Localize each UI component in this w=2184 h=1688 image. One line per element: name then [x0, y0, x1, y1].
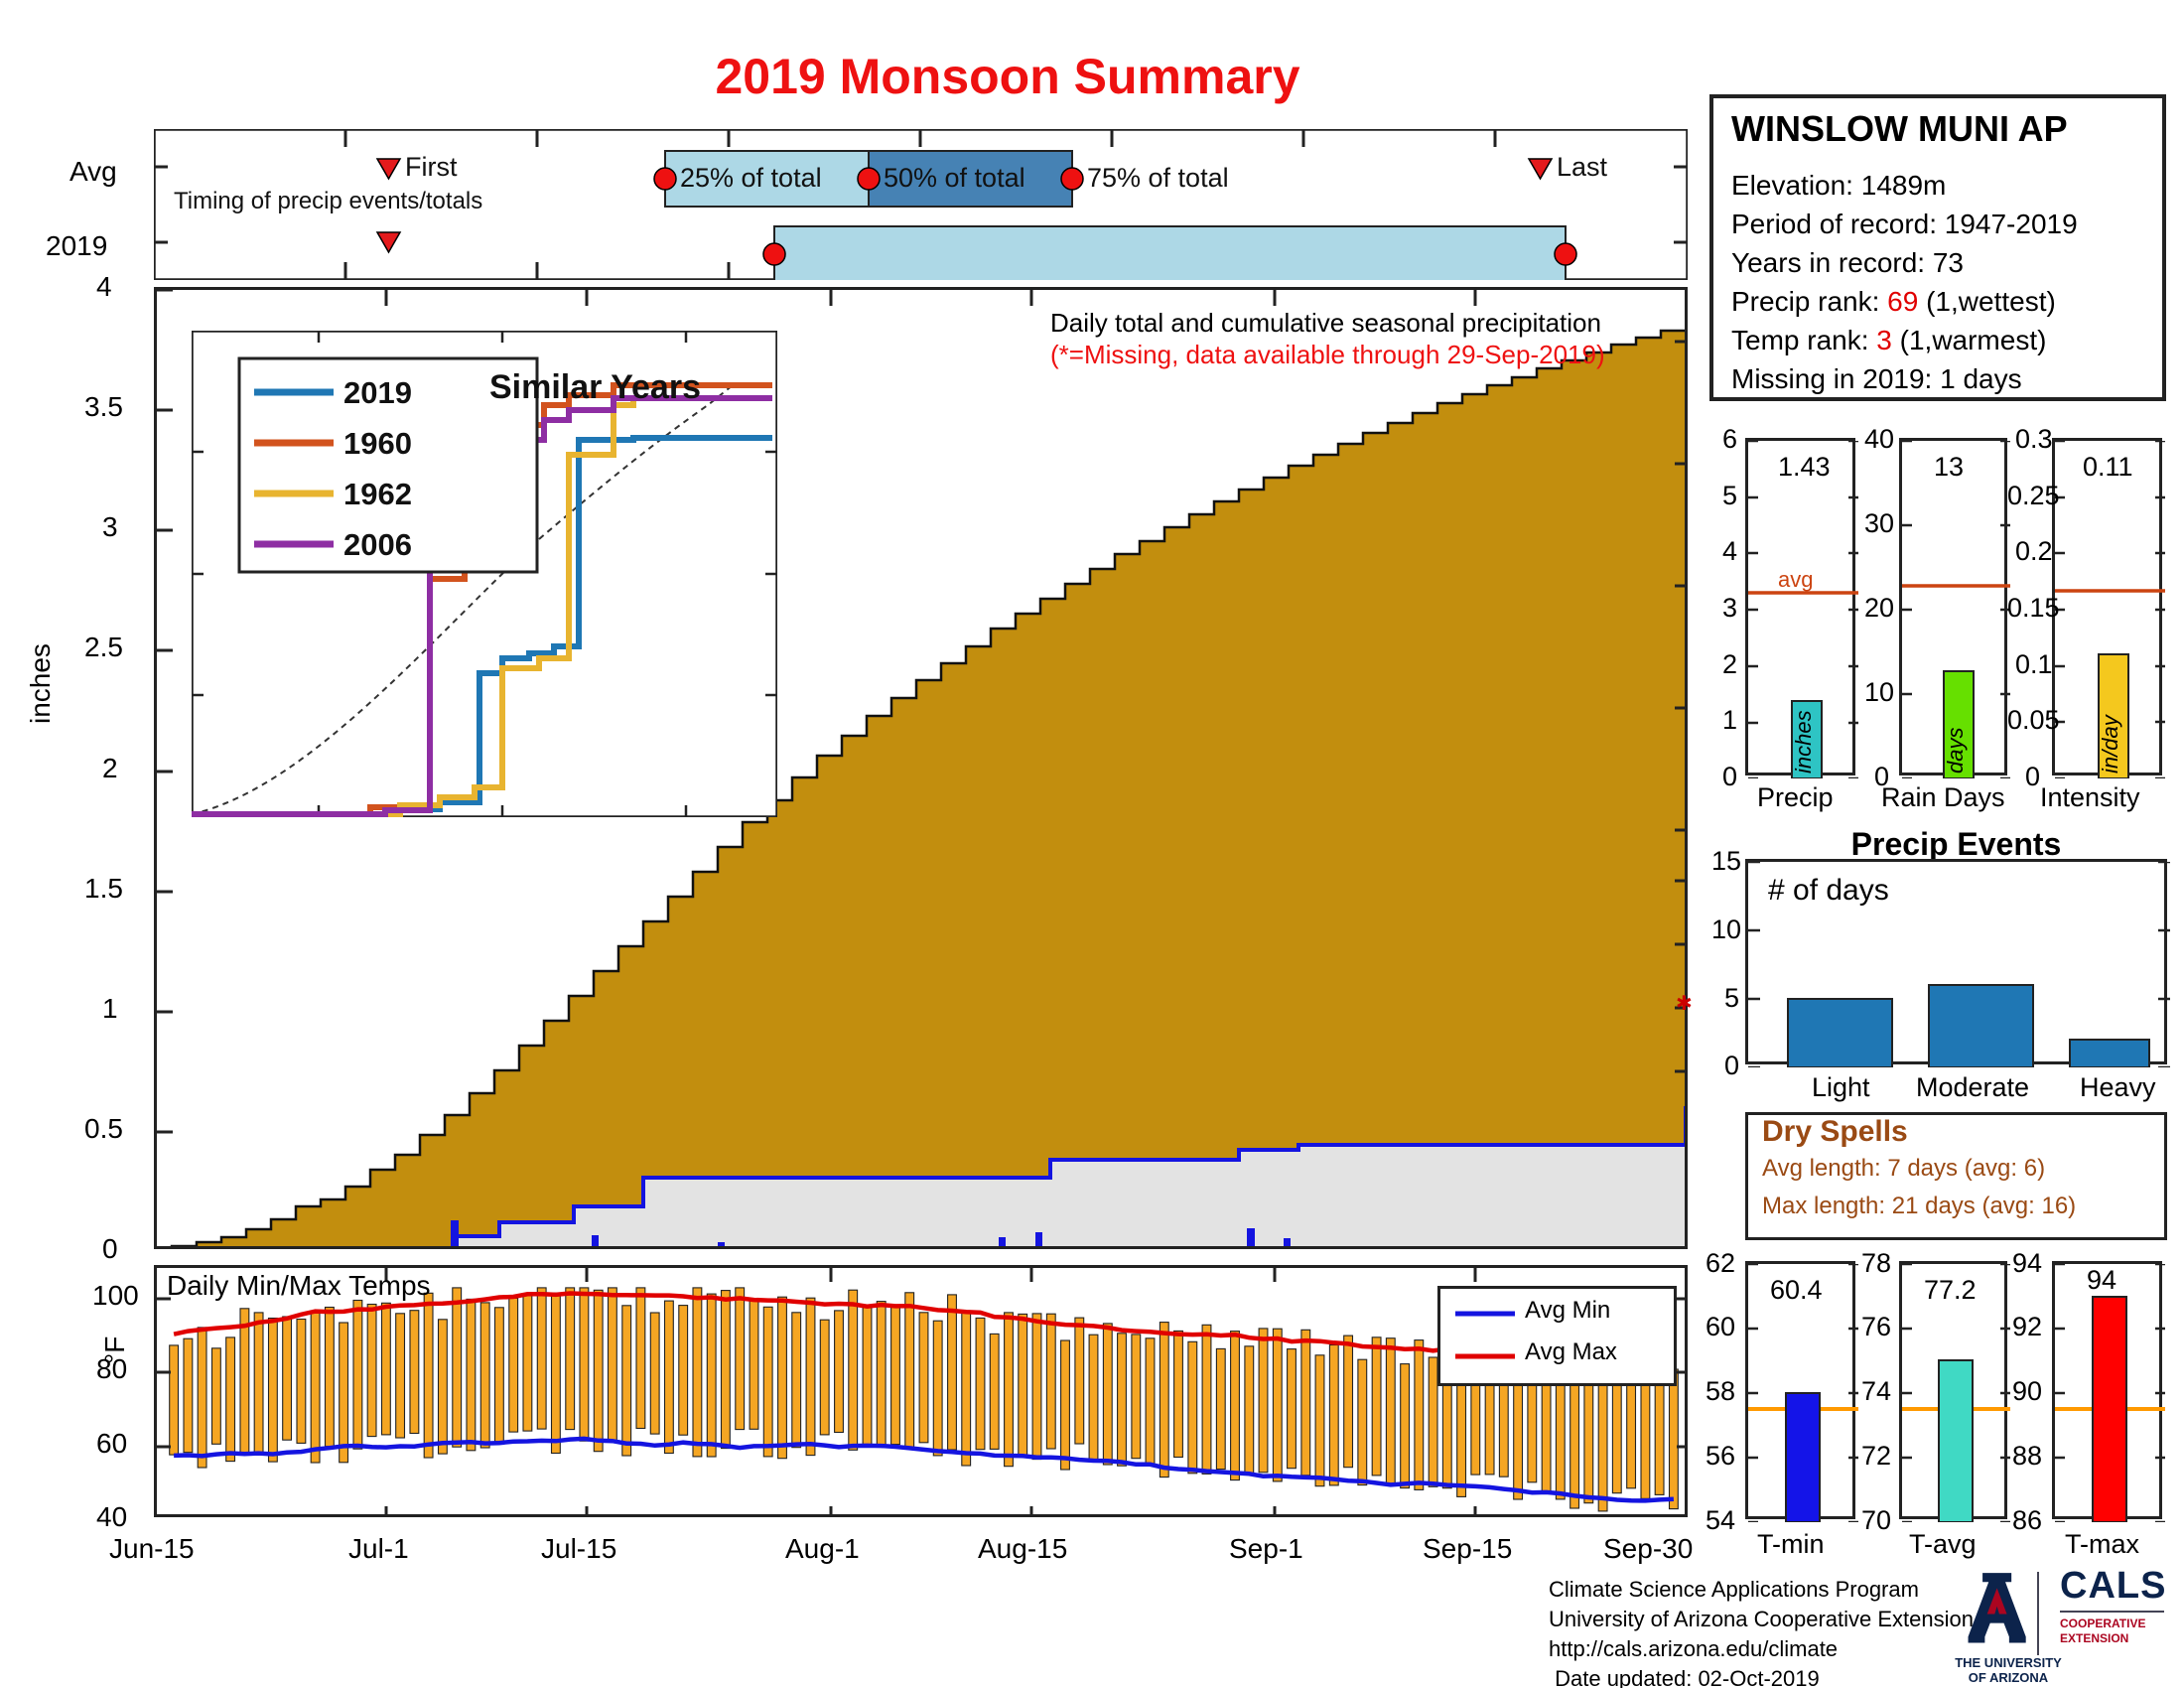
svg-text:# of days: # of days — [1768, 874, 1889, 907]
svg-text:1960: 1960 — [343, 426, 412, 461]
svg-text:Last: Last — [1557, 152, 1608, 182]
svg-text:First: First — [405, 152, 458, 182]
svg-text:avg: avg — [1778, 567, 1813, 592]
svg-text:0.11: 0.11 — [2083, 452, 2133, 482]
svg-text:Similar Years: Similar Years — [489, 368, 701, 406]
svg-text:60.4: 60.4 — [1770, 1275, 1823, 1305]
svg-text:25% of total: 25% of total — [680, 163, 822, 193]
svg-text:75% of total: 75% of total — [1087, 163, 1229, 193]
svg-text:1.43: 1.43 — [1778, 452, 1831, 482]
svg-text:Timing of precip events/totals: Timing of precip events/totals — [174, 188, 482, 214]
svg-text:in/day: in/day — [2098, 713, 2122, 774]
svg-text:2019: 2019 — [343, 375, 412, 410]
svg-text:13: 13 — [1934, 452, 1964, 482]
svg-text:77.2: 77.2 — [1924, 1275, 1977, 1305]
svg-text:50% of total: 50% of total — [884, 163, 1025, 193]
svg-text:94: 94 — [2087, 1265, 2116, 1295]
svg-text:inches: inches — [1791, 710, 1816, 774]
svg-text:2006: 2006 — [343, 527, 412, 562]
svg-text:1962: 1962 — [343, 477, 412, 511]
svg-text:days: days — [1943, 728, 1968, 774]
